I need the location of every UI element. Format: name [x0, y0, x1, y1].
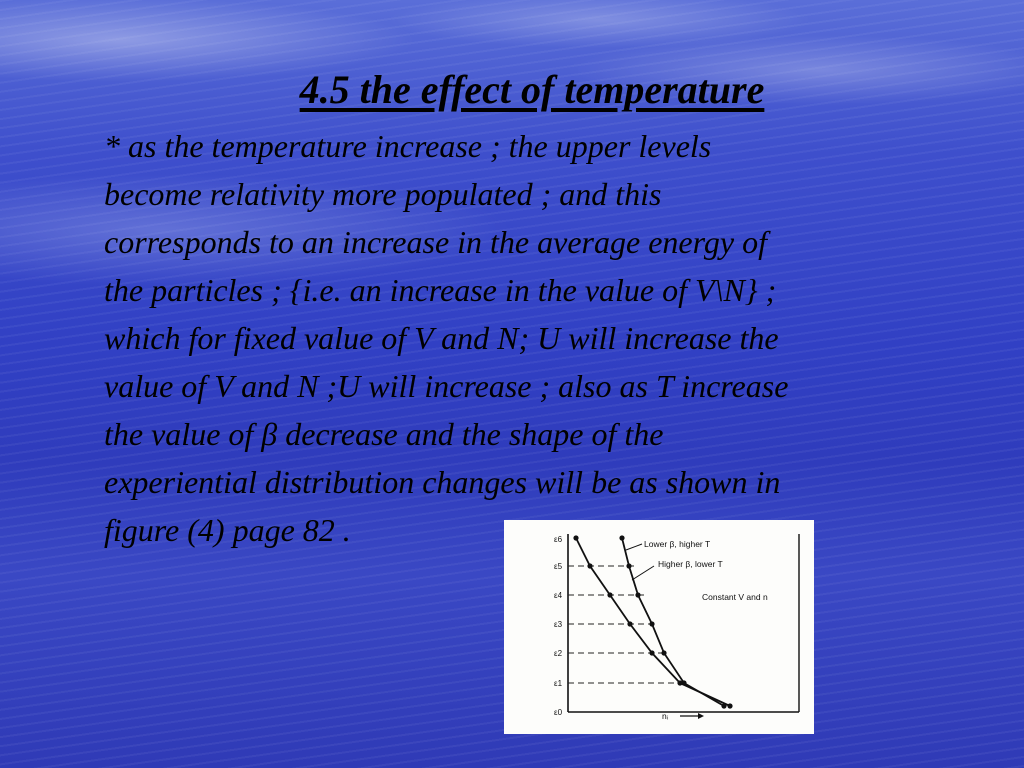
level-label-e4: ε4 — [554, 591, 563, 600]
leader-higher-beta — [631, 565, 655, 581]
distribution-diagram: ε6 ε5 ε4 ε3 ε2 ε1 ε0 — [554, 534, 800, 721]
slide-title: 4.5 the effect of temperature — [299, 67, 765, 112]
point-lower-beta-2 — [661, 650, 667, 656]
point-higher-beta-2 — [649, 650, 655, 656]
point-lower-beta-6 — [619, 535, 625, 541]
point-higher-beta-6 — [573, 535, 579, 541]
point-lower-beta-4 — [635, 592, 641, 598]
point-higher-beta-0 — [721, 703, 727, 709]
level-label-e5: ε5 — [554, 562, 563, 571]
leader-lower-beta — [625, 543, 643, 551]
level-label-e0: ε0 — [554, 708, 563, 717]
point-lower-beta-1 — [681, 680, 687, 686]
distribution-figure: ε6 ε5 ε4 ε3 ε2 ε1 ε0 — [504, 520, 814, 734]
point-lower-beta-5 — [626, 563, 632, 569]
point-higher-beta-1 — [677, 680, 683, 686]
level-label-e6: ε6 — [554, 535, 563, 544]
level-label-e1: ε1 — [554, 679, 563, 688]
level-label-e2: ε2 — [554, 649, 563, 658]
label-lower-beta: Lower β, higher T — [644, 539, 710, 549]
point-lower-beta-0 — [727, 703, 733, 709]
point-higher-beta-3 — [627, 621, 633, 627]
point-higher-beta-5 — [587, 563, 593, 569]
level-label-e3: ε3 — [554, 620, 563, 629]
label-constant-v-n: Constant V and n — [702, 592, 768, 602]
x-axis-label: nᵢ — [662, 711, 668, 721]
point-lower-beta-3 — [649, 621, 655, 627]
slide-body-text: * as the temperature increase ; the uppe… — [104, 128, 789, 548]
label-higher-beta: Higher β, lower T — [658, 559, 723, 569]
x-axis-arrow-icon — [698, 713, 704, 719]
point-higher-beta-4 — [607, 592, 613, 598]
